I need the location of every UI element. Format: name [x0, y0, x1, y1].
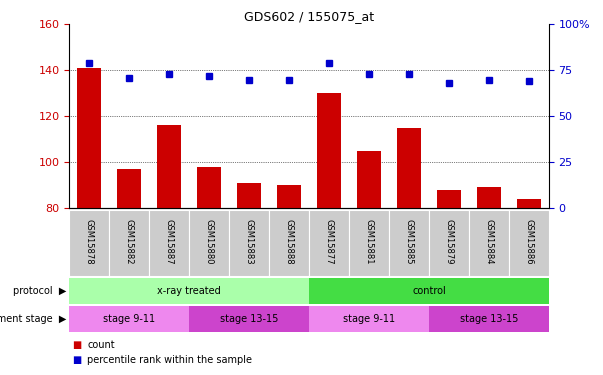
Bar	[469, 210, 509, 276]
Bar	[150, 210, 189, 276]
Title: GDS602 / 155075_at: GDS602 / 155075_at	[244, 10, 374, 23]
Text: GSM15887: GSM15887	[165, 219, 174, 264]
Bar	[69, 278, 309, 304]
Bar	[277, 185, 301, 208]
Bar	[197, 167, 221, 208]
Text: stage 9-11: stage 9-11	[343, 314, 395, 324]
Bar	[397, 128, 421, 208]
Text: protocol  ▶: protocol ▶	[13, 286, 66, 296]
Text: count: count	[87, 340, 115, 350]
Text: percentile rank within the sample: percentile rank within the sample	[87, 355, 253, 365]
Text: control: control	[412, 286, 446, 296]
Bar	[429, 210, 469, 276]
Text: GSM15881: GSM15881	[364, 219, 373, 264]
Text: GSM15879: GSM15879	[444, 219, 453, 264]
Bar	[69, 210, 109, 276]
Text: GSM15886: GSM15886	[524, 219, 533, 264]
Text: GSM15880: GSM15880	[204, 219, 213, 264]
Bar	[117, 169, 141, 208]
Bar	[357, 151, 381, 208]
Text: stage 9-11: stage 9-11	[103, 314, 156, 324]
Text: GSM15888: GSM15888	[285, 219, 294, 264]
Bar	[389, 210, 429, 276]
Text: GSM15878: GSM15878	[85, 219, 94, 264]
Bar	[309, 278, 549, 304]
Bar	[229, 210, 269, 276]
Bar	[437, 190, 461, 208]
Bar	[109, 210, 149, 276]
Text: GSM15885: GSM15885	[405, 219, 414, 264]
Bar	[517, 199, 541, 208]
Bar	[269, 210, 309, 276]
Bar	[189, 306, 309, 332]
Bar	[157, 125, 181, 208]
Text: GSM15877: GSM15877	[324, 219, 333, 264]
Text: GSM15883: GSM15883	[245, 219, 254, 264]
Bar	[309, 306, 429, 332]
Bar	[429, 306, 549, 332]
Text: x-ray treated: x-ray treated	[157, 286, 221, 296]
Bar	[189, 210, 229, 276]
Text: development stage  ▶: development stage ▶	[0, 314, 66, 324]
Bar	[237, 183, 261, 208]
Text: stage 13-15: stage 13-15	[459, 314, 518, 324]
Bar	[309, 210, 349, 276]
Text: GSM15884: GSM15884	[484, 219, 493, 264]
Bar	[349, 210, 389, 276]
Bar	[69, 306, 189, 332]
Bar	[509, 210, 549, 276]
Text: ■: ■	[72, 355, 81, 365]
Bar	[317, 93, 341, 208]
Text: GSM15882: GSM15882	[125, 219, 134, 264]
Text: ■: ■	[72, 340, 81, 350]
Bar	[477, 188, 500, 208]
Text: stage 13-15: stage 13-15	[220, 314, 279, 324]
Bar	[77, 68, 101, 208]
